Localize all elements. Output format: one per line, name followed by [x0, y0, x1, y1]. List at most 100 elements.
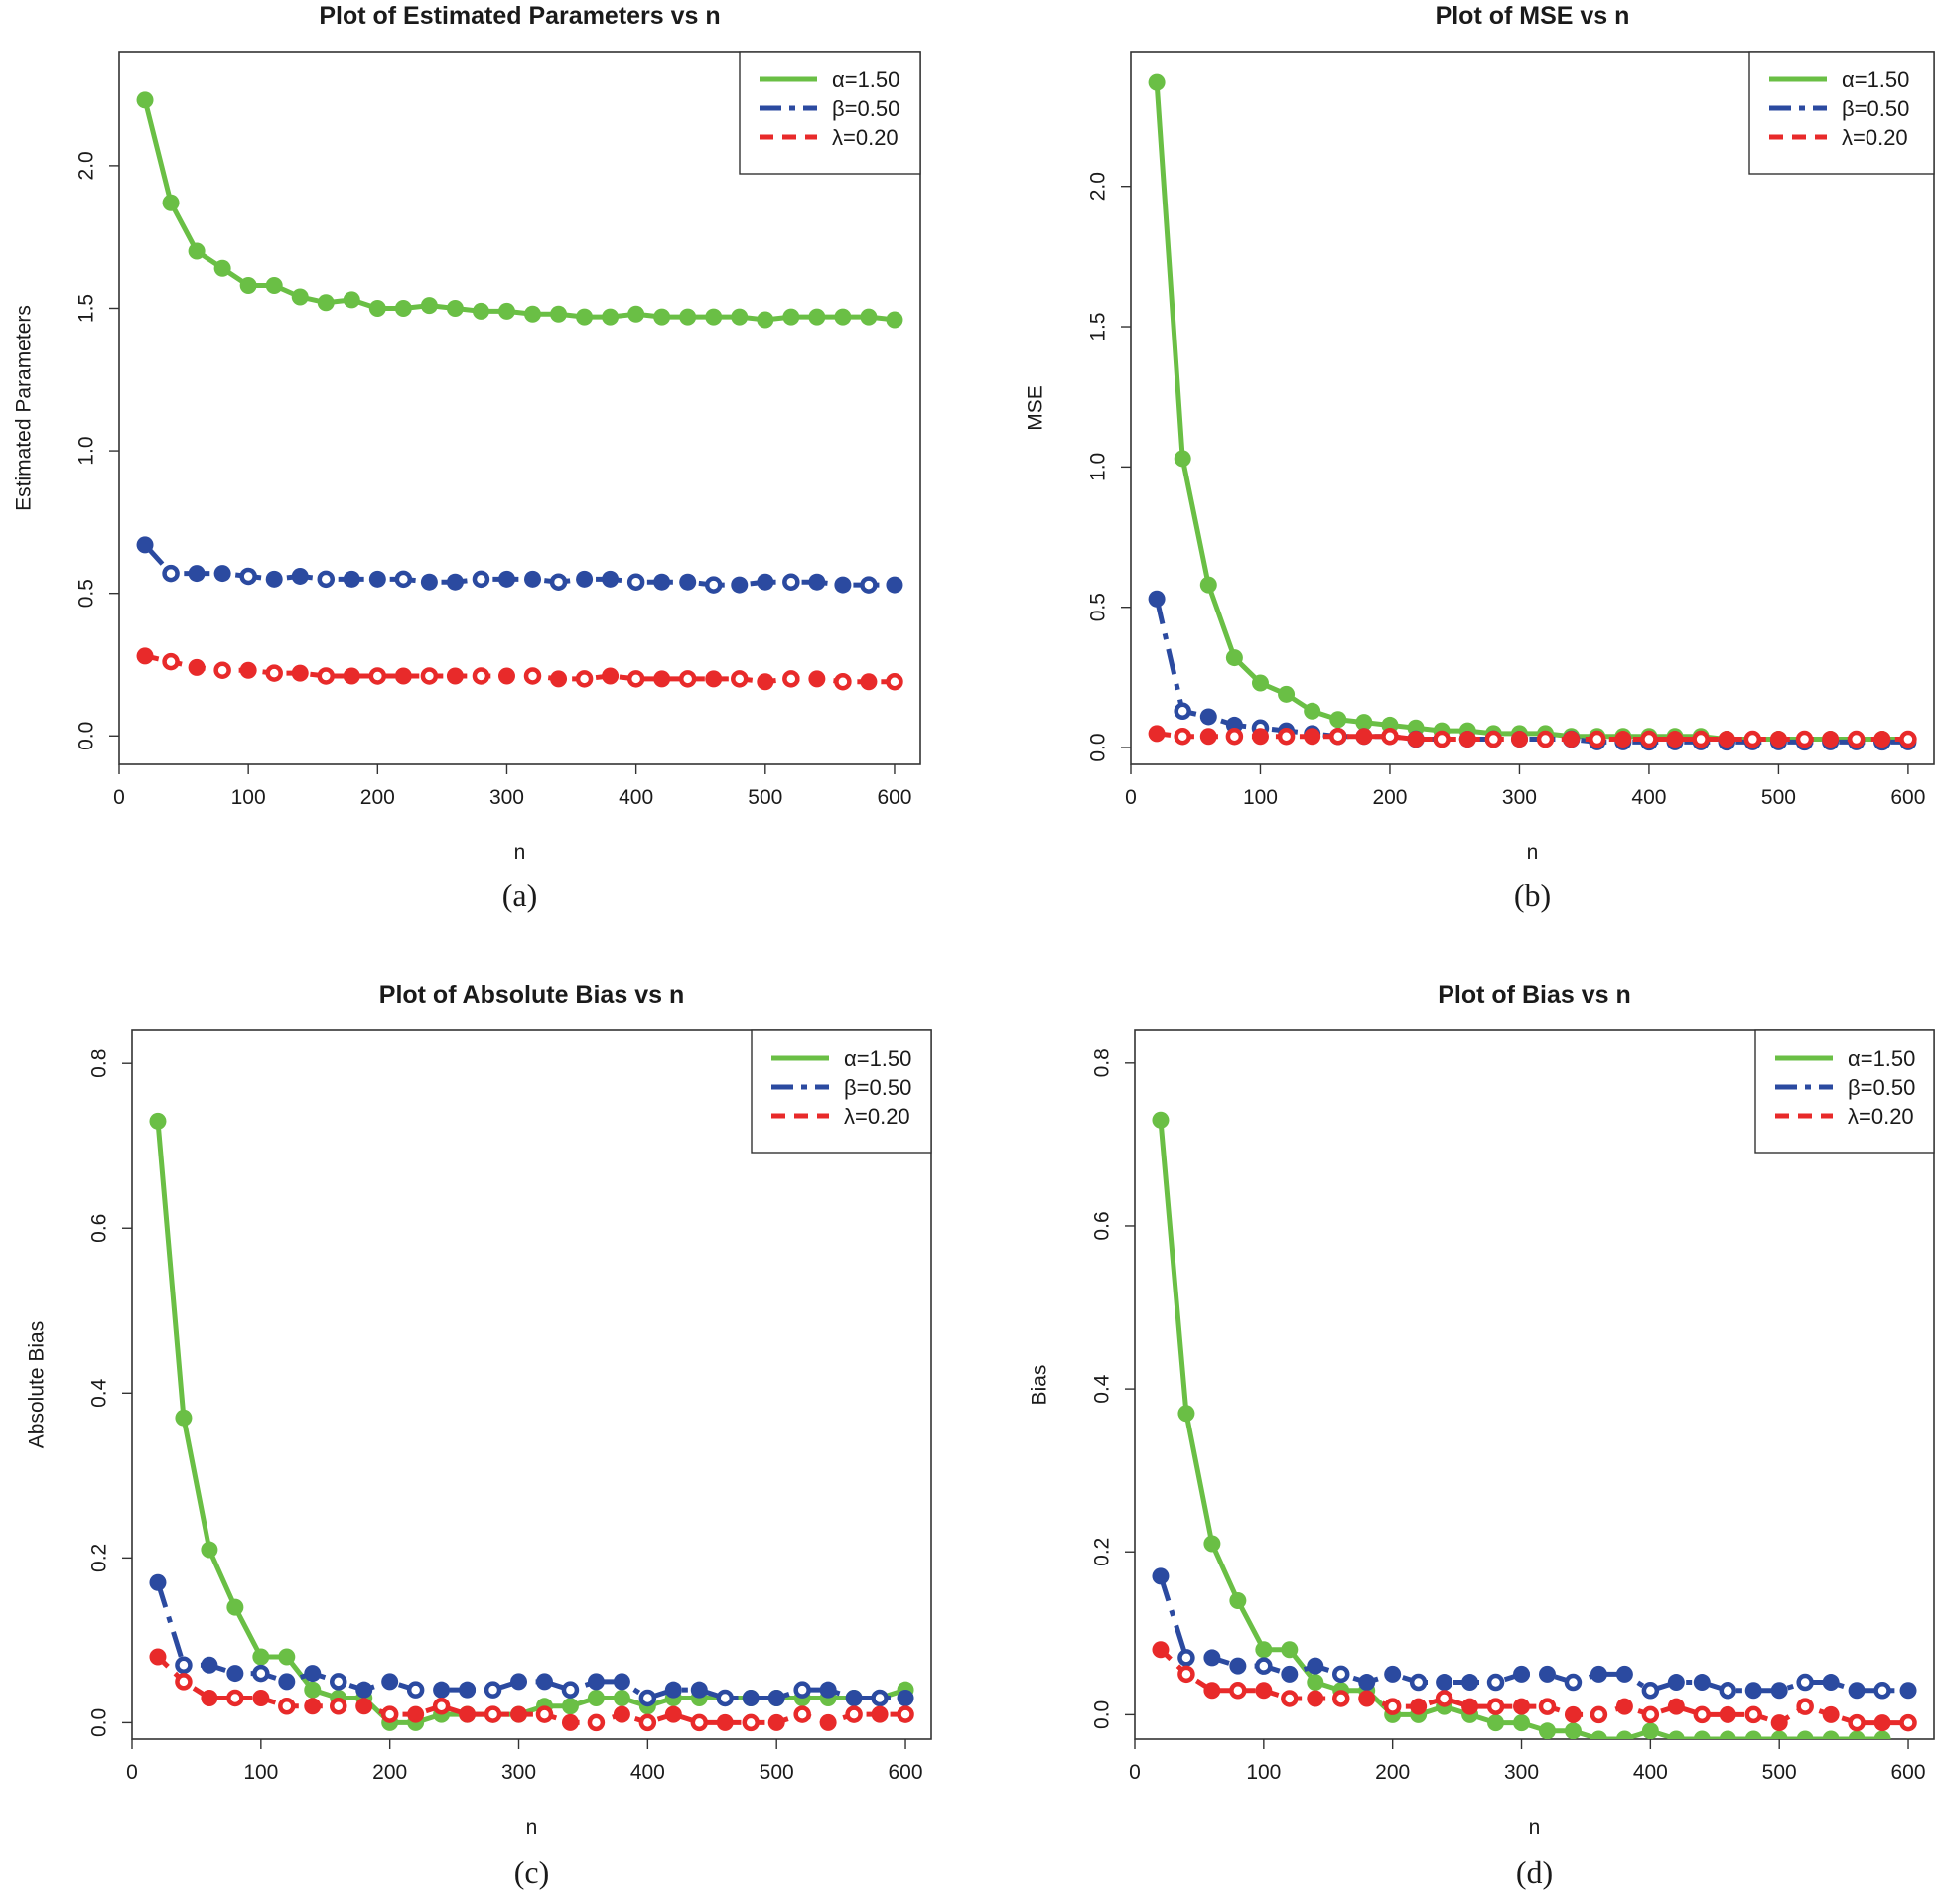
- series-line-alpha: [155, 1121, 906, 1725]
- data-point-beta: [1229, 1657, 1247, 1675]
- data-point-beta: [602, 570, 620, 588]
- data-point-alpha: [1203, 1535, 1221, 1553]
- data-point-lambda: [1251, 728, 1269, 746]
- data-point-beta: [1770, 1682, 1788, 1700]
- data-point-alpha: [627, 305, 645, 323]
- y-tick-label: 2.0: [75, 151, 98, 180]
- data-point-lambda: [550, 670, 568, 688]
- data-point-alpha: [1174, 450, 1191, 468]
- plot-area: [136, 91, 903, 691]
- data-point-beta: [561, 1681, 580, 1699]
- data-point-beta: [1848, 1682, 1866, 1700]
- data-point-lambda: [808, 670, 826, 688]
- data-point-beta: [819, 1681, 837, 1699]
- data-point-lambda: [265, 664, 283, 682]
- data-point-alpha: [1744, 1730, 1762, 1739]
- data-point-alpha: [1304, 702, 1321, 720]
- data-point-beta: [497, 570, 515, 588]
- data-point-beta: [1822, 1674, 1840, 1692]
- data-point-alpha: [1281, 1641, 1299, 1659]
- data-point-beta: [510, 1673, 528, 1691]
- data-point-alpha: [1905, 1738, 1911, 1739]
- legend-label-alpha: α=1.50: [832, 68, 899, 92]
- x-tick-label: 100: [1246, 1761, 1281, 1784]
- data-point-alpha: [524, 305, 542, 323]
- data-point-lambda: [1847, 730, 1866, 748]
- data-point-beta: [329, 1673, 347, 1691]
- data-point-alpha: [175, 1409, 193, 1427]
- data-point-alpha: [653, 308, 671, 326]
- data-point-lambda: [535, 1705, 554, 1723]
- data-point-lambda: [1307, 1690, 1324, 1707]
- plot-area: [149, 1112, 914, 1732]
- data-point-lambda: [860, 673, 878, 691]
- data-point-lambda: [1174, 727, 1191, 746]
- data-point-lambda: [1277, 727, 1296, 746]
- data-point-beta: [239, 567, 257, 586]
- data-point-beta: [860, 576, 878, 594]
- data-point-beta: [576, 570, 594, 588]
- data-point-alpha: [1513, 1714, 1531, 1732]
- data-point-lambda: [1718, 731, 1735, 748]
- data-point-lambda: [1484, 730, 1503, 748]
- series-line-lambda: [144, 653, 895, 685]
- legend: α=1.50 β=0.50 λ=0.20: [751, 1029, 932, 1154]
- data-point-alpha: [705, 308, 723, 326]
- y-tick-label: 0.4: [88, 1378, 111, 1408]
- data-point-alpha: [1667, 1730, 1685, 1739]
- data-point-lambda: [355, 1698, 373, 1715]
- y-tick-label: 0.2: [1091, 1538, 1114, 1566]
- data-point-alpha: [679, 308, 697, 326]
- data-point-lambda: [1410, 1698, 1428, 1715]
- data-point-lambda: [1666, 731, 1684, 748]
- data-point-lambda: [380, 1705, 399, 1723]
- x-tick-label: 500: [748, 786, 782, 809]
- data-point-beta: [1409, 1673, 1428, 1692]
- data-point-lambda: [1563, 731, 1581, 748]
- y-tick-label: 0.0: [1091, 1700, 1114, 1729]
- data-point-lambda: [1355, 728, 1373, 746]
- data-point-lambda: [575, 670, 594, 688]
- x-tick-label: 100: [231, 786, 266, 809]
- data-point-alpha: [368, 299, 386, 317]
- data-point-beta: [1174, 702, 1191, 721]
- data-point-lambda: [1281, 1690, 1299, 1707]
- data-point-beta: [1667, 1674, 1685, 1692]
- data-point-lambda: [587, 1713, 606, 1732]
- data-point-beta: [1177, 1649, 1195, 1667]
- chart-title: Plot of Bias vs n: [1438, 981, 1630, 1009]
- x-axis-label: n: [1529, 1816, 1541, 1838]
- data-point-beta: [484, 1681, 502, 1699]
- data-point-lambda: [1693, 1705, 1712, 1724]
- data-point-alpha: [1199, 576, 1217, 594]
- data-point-alpha: [239, 277, 257, 295]
- data-point-beta: [1281, 1665, 1299, 1683]
- data-point-lambda: [1229, 1682, 1247, 1700]
- chart-title: Plot of MSE vs n: [1436, 2, 1630, 30]
- chart-title: Plot of Absolute Bias vs n: [379, 981, 684, 1009]
- data-point-beta: [343, 570, 360, 588]
- data-point-alpha: [860, 308, 878, 326]
- data-point-lambda: [1407, 731, 1425, 748]
- data-point-beta: [406, 1681, 425, 1699]
- data-point-lambda: [1614, 731, 1632, 748]
- data-point-alpha: [1152, 1111, 1170, 1129]
- data-point-lambda: [613, 1705, 630, 1723]
- x-tick-label: 200: [360, 786, 395, 809]
- data-point-beta: [834, 576, 852, 594]
- x-tick-label: 600: [889, 1761, 923, 1784]
- y-tick-label: 0.5: [1087, 593, 1110, 621]
- data-point-lambda: [626, 670, 645, 688]
- data-point-beta: [1486, 1673, 1505, 1692]
- x-tick-label: 300: [489, 786, 524, 809]
- data-point-lambda: [252, 1689, 270, 1706]
- data-point-lambda: [1152, 1641, 1170, 1659]
- x-tick-label: 500: [1761, 786, 1796, 809]
- data-point-lambda: [1899, 1713, 1917, 1732]
- plot-frame: [118, 51, 921, 765]
- data-point-beta: [213, 565, 231, 583]
- data-point-lambda: [329, 1698, 347, 1715]
- data-point-alpha: [497, 302, 515, 320]
- data-point-lambda: [1770, 1714, 1788, 1732]
- x-tick-label: 300: [1504, 1761, 1539, 1784]
